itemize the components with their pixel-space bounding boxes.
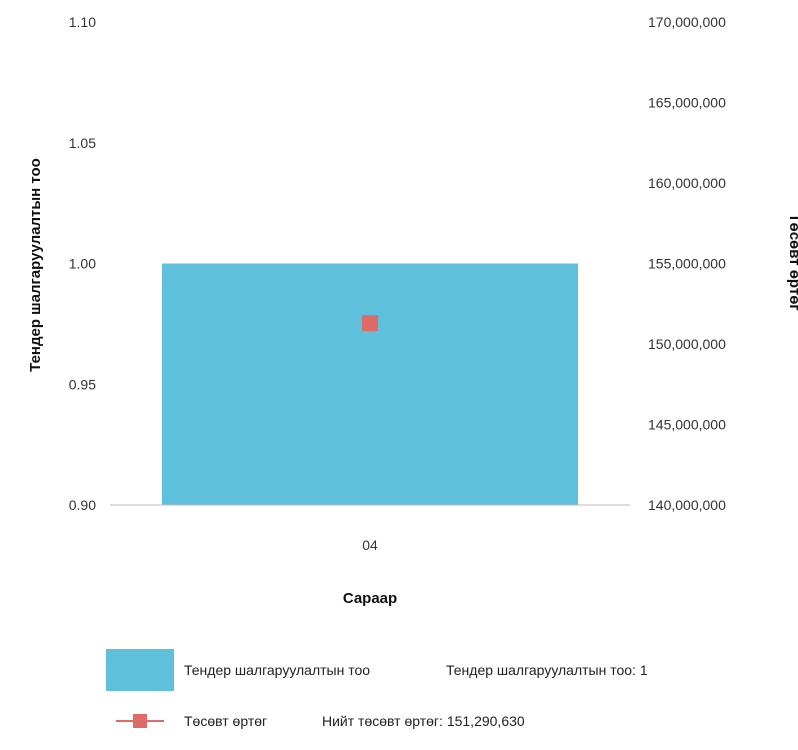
x-axis-title: Сараар (343, 590, 397, 607)
y2-axis-title: Төсөвт өртөг (786, 213, 798, 310)
legend-bar-summary: Тендер шалгаруулалтын тоо: 1 (446, 662, 648, 678)
right-axis-ticks: 140,000,000 145,000,000 150,000,000 155,000… (648, 14, 726, 513)
y2-tick-label: 145,000,000 (648, 417, 726, 433)
line-marker (362, 315, 378, 332)
legend-line-summary: Нийт төсөвт өртөг: 151,290,630 (322, 713, 525, 729)
bars-layer (162, 263, 578, 505)
x-tick-label: 04 (362, 537, 378, 553)
legend-item-bar[interactable]: Тендер шалгаруулалтын тоо Тендер шалгару… (106, 648, 746, 692)
y2-tick-label: 155,000,000 (648, 256, 726, 272)
y2-tick-label: 170,000,000 (648, 14, 726, 30)
bar (162, 263, 578, 505)
y2-tick-label: 140,000,000 (648, 497, 726, 513)
y-tick-label: 0.95 (69, 376, 96, 392)
legend-bar-swatch (106, 649, 174, 691)
legend-bar-label: Тендер шалгаруулалтын тоо (184, 662, 371, 678)
y-tick-label: 0.90 (69, 497, 96, 513)
y-tick-label: 1.05 (69, 135, 96, 151)
y2-tick-label: 160,000,000 (648, 175, 726, 191)
y-tick-label: 1.00 (69, 256, 96, 272)
markers-layer (362, 315, 378, 332)
chart: 0.90 0.95 1.00 1.05 1.10 140,000,000 145,000,… (27, 14, 798, 607)
left-axis-ticks: 0.90 0.95 1.00 1.05 1.10 (69, 14, 96, 513)
legend-line-label: Төсөвт өртөг (184, 713, 268, 729)
legend: Тендер шалгаруулалтын тоо Тендер шалгару… (106, 648, 746, 750)
legend-square-marker-icon (133, 714, 147, 728)
y2-tick-label: 165,000,000 (648, 95, 726, 111)
y2-tick-label: 150,000,000 (648, 336, 726, 352)
y-axis-title: Тендер шалгаруулалтын тоо (27, 158, 44, 372)
legend-line-swatch (106, 714, 174, 728)
x-axis-ticks: 04 (362, 537, 378, 553)
legend-item-line[interactable]: Төсөвт өртөг Нийт төсөвт өртөг: 151,290,… (106, 706, 746, 736)
y-tick-label: 1.10 (69, 14, 96, 30)
